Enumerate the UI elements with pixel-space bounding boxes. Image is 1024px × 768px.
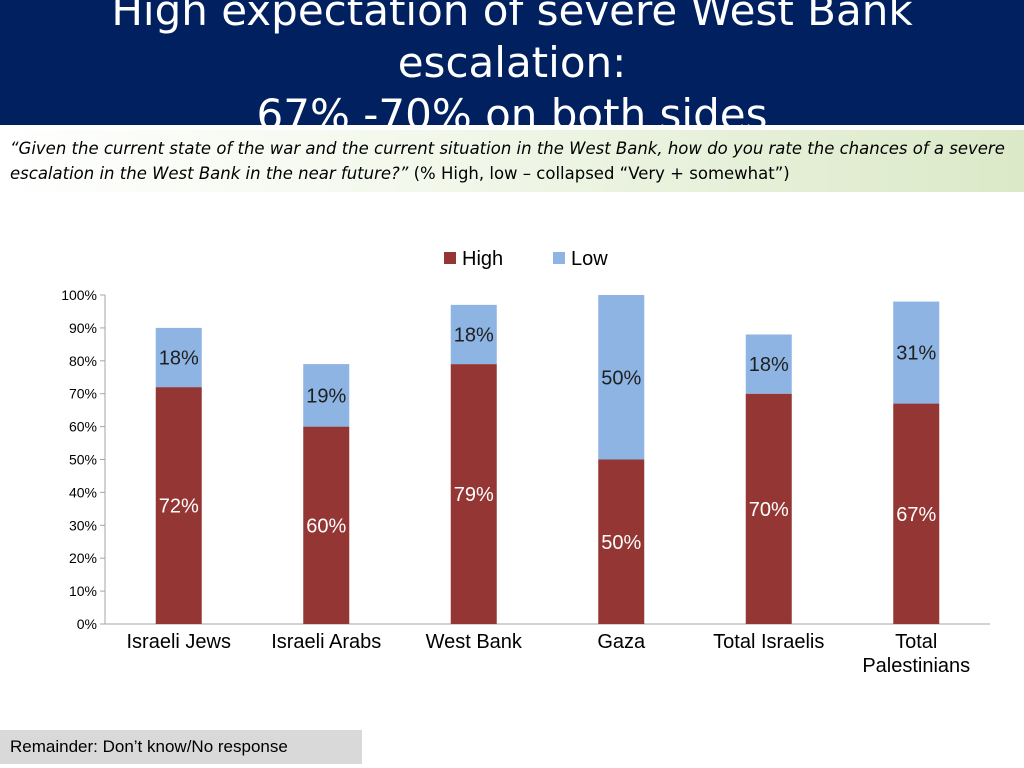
- x-tick-label: Israeli Jews: [127, 631, 231, 653]
- data-label-low: 19%: [306, 385, 346, 407]
- x-tick-label: Israeli Arabs: [271, 631, 381, 653]
- bar-high: [450, 364, 497, 624]
- x-tick-label: West Bank: [426, 631, 523, 653]
- x-tick-label: Total Israelis: [713, 631, 824, 653]
- bar-high: [745, 393, 792, 624]
- title-line-1: High expectation of severe West Bank esc…: [111, 0, 913, 87]
- slide-header: High expectation of severe West Bank esc…: [0, 0, 1024, 139]
- data-label-low: 31%: [896, 343, 936, 365]
- bar-low: [155, 327, 202, 388]
- data-label-low: 18%: [159, 348, 199, 370]
- data-label-high: 72%: [159, 496, 199, 518]
- bar-low: [745, 334, 792, 394]
- bar-low: [303, 364, 350, 427]
- y-tick-label: 70%: [69, 386, 97, 402]
- y-tick-label: 80%: [69, 353, 97, 369]
- y-tick-label: 60%: [69, 419, 97, 435]
- data-label-high: 70%: [749, 499, 789, 521]
- bar-high: [893, 403, 940, 624]
- x-tick-label: Gaza: [597, 631, 646, 653]
- data-label-low: 18%: [749, 354, 789, 376]
- data-label-high: 50%: [601, 532, 641, 554]
- y-tick-label: 30%: [69, 517, 97, 533]
- y-tick-label: 10%: [69, 583, 97, 599]
- data-label-high: 60%: [306, 515, 346, 537]
- y-tick-label: 20%: [69, 550, 97, 566]
- remainder-note: Remainder: Don’t know/No response: [0, 730, 362, 764]
- survey-question: “Given the current state of the war and …: [0, 130, 1024, 192]
- bar-low: [893, 301, 940, 404]
- question-text: “Given the current state of the war and …: [10, 139, 1005, 183]
- bar-low: [450, 304, 497, 365]
- data-label-low: 18%: [454, 324, 494, 346]
- y-tick-label: 100%: [61, 287, 97, 303]
- y-tick-label: 0%: [77, 616, 97, 632]
- legend-label-low: Low: [571, 248, 608, 270]
- data-label-high: 67%: [896, 504, 936, 526]
- bar-high: [303, 426, 350, 624]
- legend-swatch-high: [444, 252, 456, 264]
- y-tick-label: 50%: [69, 452, 97, 468]
- stacked-bar-chart: 0% 10% 20% 30% 40% 50% 60% 70% 80% 90% 100% 72% 18% I…: [61, 248, 990, 677]
- bar-high: [155, 387, 202, 624]
- question-note: (% High, low – collapsed “Very + somewha…: [408, 164, 790, 183]
- bar-low: [598, 295, 645, 460]
- legend-swatch-low: [553, 252, 565, 264]
- y-tick-label: 90%: [69, 320, 97, 336]
- bar-high: [598, 459, 645, 624]
- remainder-text: Remainder: Don’t know/No response: [10, 737, 288, 756]
- data-label-high: 79%: [454, 484, 494, 506]
- legend-label-high: High: [462, 248, 503, 270]
- slide-title: High expectation of severe West Bank esc…: [0, 0, 1024, 141]
- chart-area: 0% 10% 20% 30% 40% 50% 60% 70% 80% 90% 100% 72% 18% I…: [0, 230, 1024, 700]
- x-tick-label: Total Palestinians: [862, 631, 970, 677]
- data-label-low: 50%: [601, 367, 641, 389]
- y-tick-label: 40%: [69, 484, 97, 500]
